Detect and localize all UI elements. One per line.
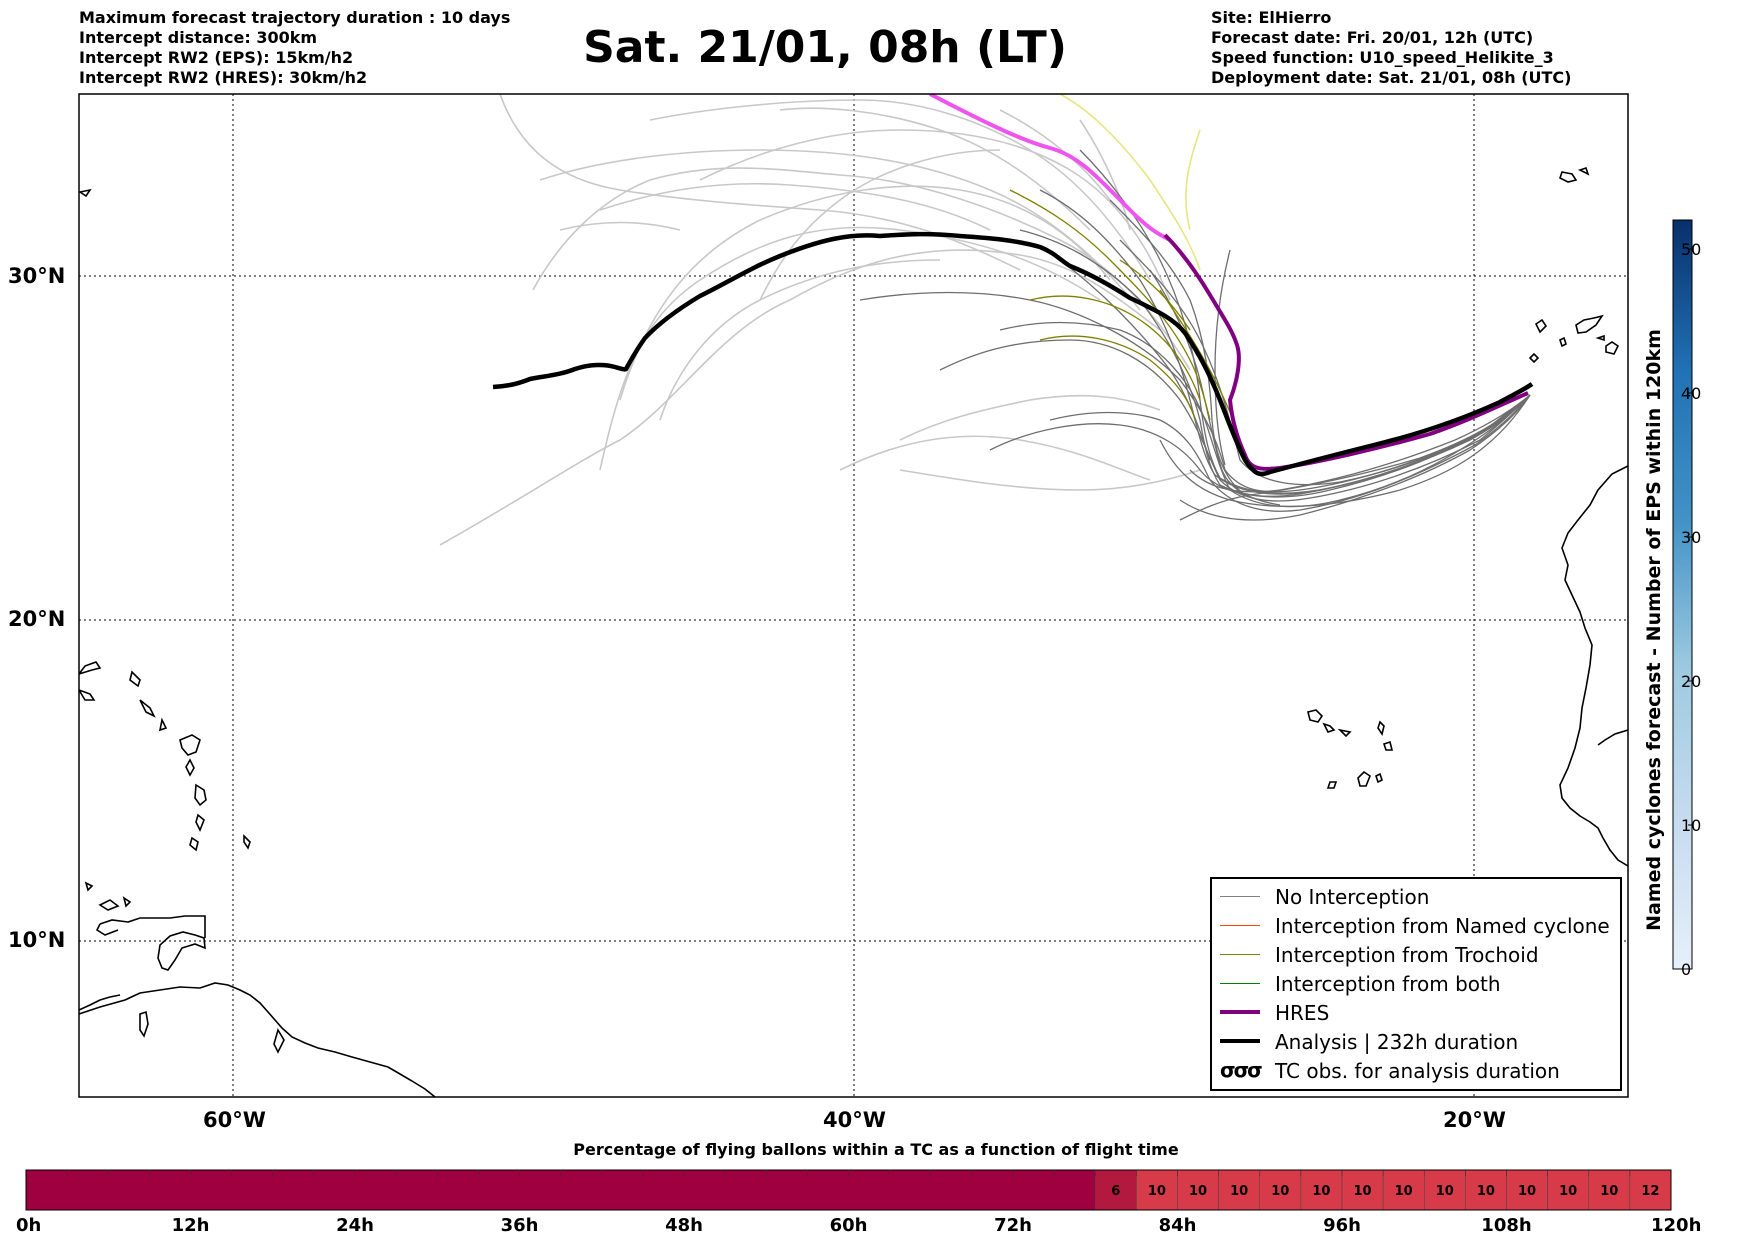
legend-swatch	[1220, 954, 1260, 955]
legend-swatch	[1220, 896, 1260, 897]
speed-function-text: Speed function: U10_speed_Helikite_3	[1211, 48, 1554, 67]
colorbar-tick-0: 0	[1681, 960, 1692, 979]
legend-label: Analysis | 232h duration	[1275, 1030, 1519, 1054]
percentage-cell	[1300, 1169, 1343, 1211]
legend-label: TC obs. for analysis duration	[1275, 1059, 1560, 1083]
percentage-cell-value: 10	[1600, 1184, 1618, 1199]
percentage-cell	[1341, 1169, 1384, 1211]
legend-label: HRES	[1275, 1001, 1330, 1025]
hour-label: 72h	[994, 1215, 1032, 1236]
hour-label: 96h	[1323, 1215, 1361, 1236]
colorbar	[1672, 219, 1693, 970]
legend-item-hres: HRES	[1212, 999, 1620, 1027]
hour-label: 12h	[171, 1215, 210, 1236]
legend-item-trochoid: Interception from Trochoid	[1212, 941, 1620, 969]
lat-label-30n: 30°N	[8, 264, 66, 288]
colorbar-tick-40: 40	[1681, 384, 1702, 403]
analysis-track	[492, 231, 1534, 477]
lon-label-20w: 20°W	[1443, 1108, 1506, 1132]
hour-label: 108h	[1481, 1215, 1532, 1236]
legend-item-analysis: Analysis | 232h duration	[1212, 1028, 1620, 1056]
percentage-cell-value: 12	[1641, 1184, 1659, 1199]
legend-item-no-interception: No Interception	[1212, 883, 1620, 911]
percentage-cell-value: 10	[1312, 1184, 1330, 1199]
tc-symbol-icon: σσσ	[1220, 1058, 1263, 1082]
background-tracks	[439, 94, 1201, 546]
hour-label: 120h	[1651, 1215, 1702, 1236]
page-title: Sat. 21/01, 08h (LT)	[583, 22, 1067, 73]
legend-label: Interception from Trochoid	[1275, 943, 1539, 967]
colorbar-tick-50: 50	[1681, 240, 1702, 259]
percentage-cells: 6 10 10 10 10 10 10 10 10 10 10 10 10 12	[1095, 1169, 1672, 1211]
percentage-cell	[1629, 1169, 1672, 1211]
colorbar-tick-20: 20	[1681, 672, 1702, 691]
hour-label: 36h	[500, 1215, 539, 1236]
percentage-cell	[1506, 1169, 1548, 1211]
legend-swatch	[1220, 1010, 1260, 1014]
percentage-cell	[1382, 1169, 1425, 1211]
no-interception-tracks	[859, 149, 1531, 521]
colorbar-tick-30: 30	[1681, 528, 1702, 547]
percentage-cell-value: 10	[1148, 1184, 1166, 1199]
hres-track	[1163, 233, 1529, 471]
percentage-cell-value: 10	[1354, 1184, 1372, 1199]
hour-label: 84h	[1158, 1215, 1197, 1236]
percentage-bar: 6 10 10 10 10 10 10 10 10 10 10 10 10 12	[25, 1169, 1672, 1211]
percentage-cell	[1095, 1169, 1137, 1211]
percentage-cell-value: 10	[1559, 1184, 1577, 1199]
yellow-tracks	[1059, 94, 1201, 271]
hres-track-early	[929, 94, 1171, 242]
percentage-bar-title: Percentage of flying ballons within a TC…	[573, 1140, 1179, 1159]
percentage-cell-value: 10	[1395, 1184, 1413, 1199]
percentage-cell-value: 6	[1111, 1184, 1120, 1199]
percentage-cell-value: 10	[1518, 1184, 1536, 1199]
intercept-distance-text: Intercept distance: 300km	[79, 28, 318, 47]
lat-label-20n: 20°N	[8, 607, 66, 631]
colorbar-tick-10: 10	[1681, 816, 1702, 835]
percentage-cell	[1547, 1169, 1589, 1211]
percentage-cell-value: 10	[1189, 1184, 1207, 1199]
legend-item-tc-obs: σσσ TC obs. for analysis duration	[1212, 1057, 1620, 1085]
percentage-cell-value: 10	[1477, 1184, 1495, 1199]
legend-swatch	[1220, 925, 1260, 926]
intercept-eps-text: Intercept RW2 (EPS): 15km/h2	[79, 48, 354, 67]
hour-label: 0h	[16, 1215, 42, 1236]
hour-label: 24h	[336, 1215, 374, 1236]
lat-label-10n: 10°N	[8, 928, 66, 952]
forecast-date-text: Forecast date: Fri. 20/01, 12h (UTC)	[1211, 28, 1534, 47]
percentage-bar-empty	[26, 1170, 1096, 1210]
legend-item-named-cyclone: Interception from Named cyclone	[1212, 912, 1620, 940]
percentage-cell-value: 10	[1230, 1184, 1248, 1199]
legend-item-both: Interception from both	[1212, 970, 1620, 998]
legend-swatch	[1220, 983, 1260, 984]
percentage-cell	[1177, 1169, 1219, 1211]
legend-label: Interception from both	[1275, 972, 1501, 996]
legend-swatch	[1220, 1039, 1260, 1043]
max-duration-text: Maximum forecast trajectory duration : 1…	[79, 8, 511, 27]
intercept-hres-text: Intercept RW2 (HRES): 30km/h2	[79, 68, 368, 87]
coastlines	[79, 166, 1628, 1097]
legend-label: Interception from Named cyclone	[1275, 914, 1610, 938]
percentage-cell-value: 10	[1436, 1184, 1454, 1199]
site-text: Site: ElHierro	[1211, 8, 1332, 27]
lon-label-40w: 40°W	[823, 1108, 886, 1132]
legend: No Interception Interception from Named …	[1210, 877, 1622, 1091]
hour-label: 60h	[829, 1215, 868, 1236]
percentage-ticks	[66, 1170, 1631, 1176]
colorbar-title: Named cyclones forecast - Number of EPS …	[1643, 329, 1665, 931]
colorbar-ticks	[1688, 248, 1692, 970]
hour-label: 48h	[665, 1215, 703, 1236]
legend-label: No Interception	[1275, 885, 1430, 909]
deployment-date-text: Deployment date: Sat. 21/01, 08h (UTC)	[1211, 68, 1572, 87]
lon-label-60w: 60°W	[203, 1108, 266, 1132]
percentage-cell-value: 10	[1271, 1184, 1289, 1199]
map-frame	[78, 93, 1629, 1098]
